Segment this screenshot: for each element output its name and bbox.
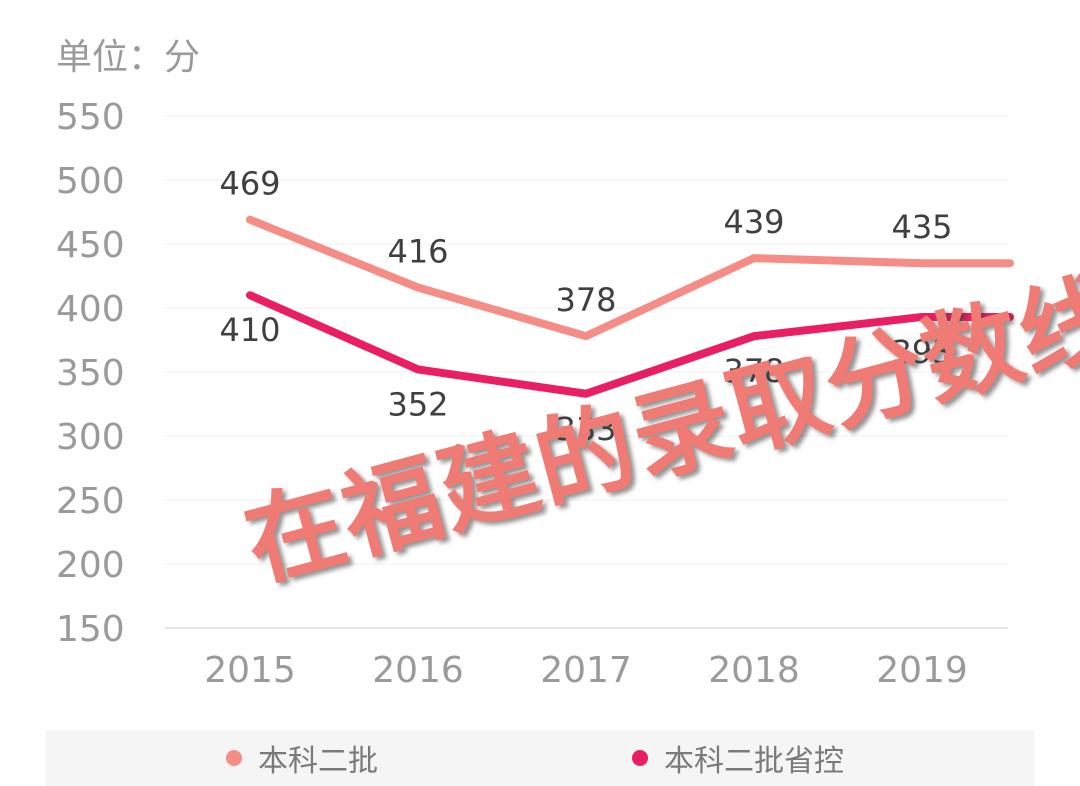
x-tick-label: 2018 [708, 650, 800, 691]
y-tick-label: 200 [56, 545, 125, 586]
legend-item-series2[interactable]: 本科二批省控 [632, 736, 844, 780]
series-line-1 [246, 215, 1014, 341]
x-tick-label: 2019 [876, 650, 968, 691]
data-label: 469 [219, 165, 280, 203]
legend-dot-icon [632, 750, 648, 766]
data-label: 333 [555, 410, 616, 448]
y-tick-label: 400 [56, 289, 125, 330]
y-tick-label: 550 [56, 97, 125, 138]
data-label: 410 [219, 311, 280, 349]
legend-label: 本科二批省控 [664, 744, 844, 779]
line-chart: 150 200 250 300 350 400 450 500 550 2015 2016 2017 2… [56, 97, 1014, 691]
data-label: 439 [723, 203, 784, 241]
series-line-2 [246, 291, 1014, 398]
data-label: 393 [891, 333, 952, 371]
x-tick-label: 2017 [540, 650, 632, 691]
legend-item-series1[interactable]: 本科二批 [226, 736, 378, 780]
y-tick-label: 500 [56, 161, 125, 202]
y-tick-label: 450 [56, 225, 125, 266]
data-label: 435 [891, 208, 952, 246]
legend-dot-icon [226, 750, 242, 766]
y-tick-label: 300 [56, 417, 125, 458]
data-label: 352 [387, 385, 448, 423]
data-label: 416 [387, 233, 448, 271]
y-tick-label: 350 [56, 353, 125, 394]
x-tick-label: 2015 [204, 650, 296, 691]
x-tick-label: 2016 [372, 650, 464, 691]
unit-label: 单位：分 [56, 37, 201, 78]
y-tick-label: 150 [56, 609, 125, 650]
data-label: 378 [555, 281, 616, 319]
legend-label: 本科二批 [258, 744, 378, 779]
y-tick-label: 250 [56, 481, 125, 522]
legend: 本科二批 本科二批省控 [46, 730, 1034, 786]
data-label: 378 [723, 352, 784, 390]
